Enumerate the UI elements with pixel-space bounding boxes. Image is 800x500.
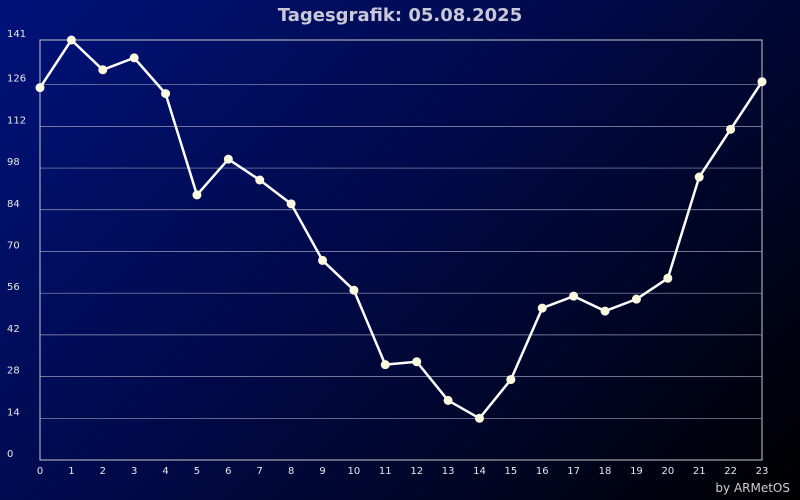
y-tick-label: 28	[7, 366, 20, 377]
data-point	[600, 306, 610, 316]
data-point	[318, 255, 328, 265]
data-point	[537, 303, 547, 313]
x-tick-label: 14	[473, 466, 486, 477]
x-tick-label: 13	[442, 466, 455, 477]
y-tick-label: 112	[7, 115, 26, 126]
data-point	[380, 360, 390, 370]
x-tick-label: 6	[225, 466, 231, 477]
y-tick-label: 126	[7, 74, 26, 85]
data-point	[161, 89, 171, 99]
y-tick-label: 70	[7, 240, 20, 251]
data-point	[506, 375, 516, 385]
x-tick-label: 22	[724, 466, 737, 477]
y-tick-label: 98	[7, 157, 20, 168]
data-point	[569, 291, 579, 301]
x-tick-label: 9	[319, 466, 325, 477]
x-tick-label: 17	[567, 466, 580, 477]
x-tick-label: 15	[505, 466, 518, 477]
series	[35, 35, 767, 423]
x-tick-label: 0	[37, 466, 43, 477]
data-point	[192, 190, 202, 200]
x-tick-label: 12	[410, 466, 423, 477]
data-point	[349, 285, 359, 295]
data-point	[223, 154, 233, 164]
data-point	[98, 65, 108, 75]
y-axis-ticks: 0 14 28 42 56 70 84 98 112 126 141	[7, 29, 26, 460]
footer-credit: by ARMetOS	[715, 481, 790, 495]
data-point	[286, 199, 296, 209]
x-tick-label: 5	[194, 466, 200, 477]
x-tick-label: 18	[599, 466, 612, 477]
data-point	[66, 35, 76, 45]
x-tick-label: 2	[100, 466, 106, 477]
x-tick-label: 7	[257, 466, 263, 477]
chart-title: Tagesgrafik: 05.08.2025	[277, 5, 523, 26]
data-point	[663, 273, 673, 283]
data-point	[757, 77, 767, 87]
x-tick-label: 8	[288, 466, 294, 477]
x-axis-ticks: 0 1 2 3 4 5 6 7 8 9 10 11 12 13 14 15 16 17 18 19 20 21 22 23	[37, 466, 769, 477]
data-point	[443, 395, 453, 405]
y-tick-label: 0	[7, 449, 13, 460]
x-tick-label: 4	[162, 466, 168, 477]
y-tick-label: 84	[7, 199, 20, 210]
data-point	[35, 83, 45, 93]
y-tick-label: 141	[7, 29, 26, 40]
data-point	[694, 172, 704, 182]
x-tick-label: 11	[379, 466, 392, 477]
x-tick-label: 23	[756, 466, 769, 477]
x-tick-label: 19	[630, 466, 643, 477]
y-tick-label: 14	[7, 407, 20, 418]
plot-area-frame	[39, 39, 763, 461]
data-point	[726, 124, 736, 134]
data-point	[412, 357, 422, 367]
x-tick-label: 21	[693, 466, 706, 477]
x-tick-label: 1	[68, 466, 74, 477]
grid-lines	[40, 84, 762, 419]
y-tick-label: 42	[7, 324, 20, 335]
x-tick-label: 3	[131, 466, 137, 477]
data-point	[631, 294, 641, 304]
data-point	[129, 53, 139, 63]
series-line	[38, 38, 764, 420]
x-tick-label: 10	[348, 466, 361, 477]
x-tick-label: 20	[661, 466, 674, 477]
data-point	[474, 413, 484, 423]
data-point	[255, 175, 265, 185]
x-tick-label: 16	[536, 466, 549, 477]
y-tick-label: 56	[7, 282, 20, 293]
